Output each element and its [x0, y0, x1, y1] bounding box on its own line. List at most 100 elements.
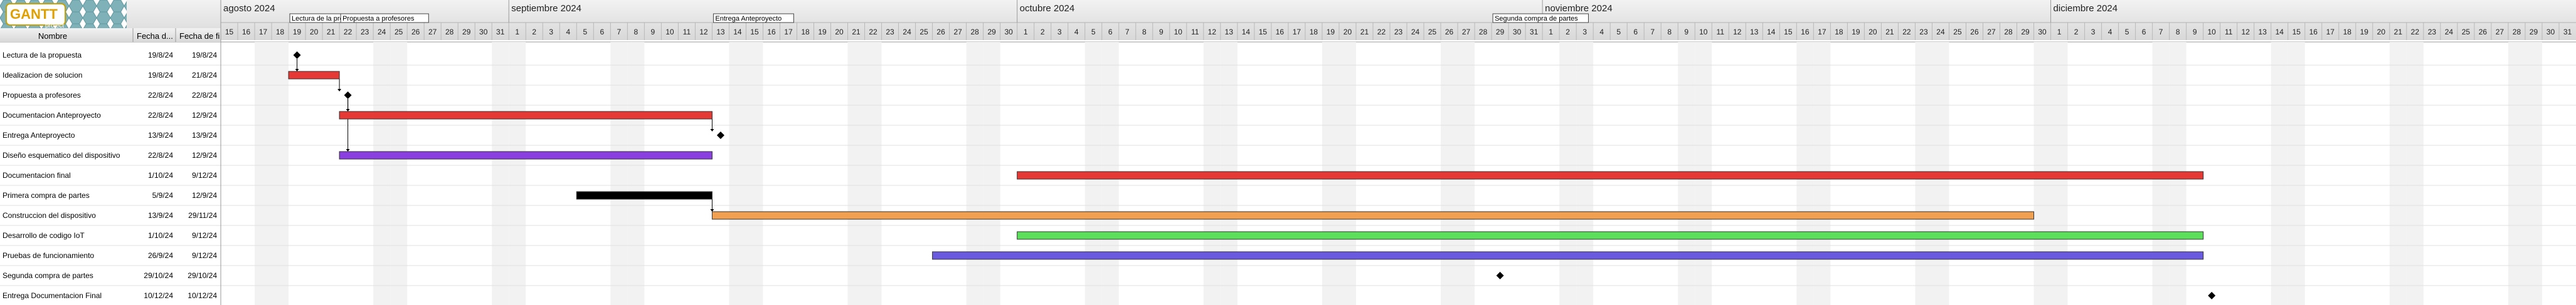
weekend-column [2287, 42, 2305, 305]
task-end-date[interactable]: 12/9/24 [192, 151, 217, 160]
task-start-date[interactable]: 22/8/24 [148, 111, 173, 120]
day-label: 29 [987, 28, 996, 36]
task-bar[interactable] [288, 71, 340, 80]
task-name[interactable]: Desarrollo de codigo IoT [3, 231, 85, 240]
day-label: 7 [1125, 28, 1130, 36]
task-bar[interactable] [339, 151, 713, 160]
day-label: 1 [1024, 28, 1028, 36]
task-bar[interactable] [711, 211, 2035, 220]
day-label: 11 [683, 28, 691, 36]
task-name[interactable]: Construccion del dispositivo [3, 211, 96, 220]
task-end-date[interactable]: 19/8/24 [192, 51, 217, 59]
day-label: 29 [1496, 28, 1505, 36]
weekend-column [610, 42, 628, 305]
task-start-date[interactable]: 13/9/24 [148, 211, 173, 220]
day-label: 10 [2208, 28, 2217, 36]
task-name[interactable]: Documentacion Anteproyecto [3, 111, 101, 120]
day-label: 1 [515, 28, 519, 36]
day-label: 10 [1174, 28, 1183, 36]
weekend-column [746, 42, 763, 305]
task-name[interactable]: Propuesta a profesores [3, 91, 81, 100]
day-label: 19 [1327, 28, 1335, 36]
task-start-date[interactable]: 13/9/24 [148, 131, 173, 140]
task-end-date[interactable]: 22/8/24 [192, 91, 217, 100]
task-end-date[interactable]: 12/9/24 [192, 111, 217, 120]
task-bar[interactable] [1017, 231, 2204, 240]
task-start-date[interactable]: 1/10/24 [148, 231, 173, 240]
milestone-header-box[interactable] [713, 13, 794, 23]
task-bar[interactable] [339, 111, 713, 120]
task-table: Lectura de la propuesta 19/8/24 19/8/24 Ide… [0, 51, 2576, 300]
task-name[interactable]: Primera compra de partes [3, 191, 90, 200]
day-label: 4 [1599, 28, 1604, 36]
day-label: 9 [1684, 28, 1688, 36]
task-start-date[interactable]: 10/12/24 [144, 291, 173, 300]
column-header-start[interactable]: Fecha d... [137, 31, 173, 41]
day-label: 21 [1885, 28, 1894, 36]
day-label: 23 [886, 28, 894, 36]
milestone-header-box[interactable] [340, 13, 429, 23]
day-label: 7 [1650, 28, 1655, 36]
task-end-date[interactable]: 29/11/24 [188, 211, 217, 220]
milestone-marker[interactable] [716, 132, 724, 139]
task-start-date[interactable]: 29/10/24 [144, 271, 173, 280]
task-end-date[interactable]: 13/9/24 [192, 131, 217, 140]
day-label: 21 [852, 28, 861, 36]
timeline-header: 15 16 17 18 19 20 21 22 23 24 25 26 27 28 29 30 31 1 2 3 4 5 6… [0, 0, 2576, 43]
task-start-date[interactable]: 26/9/24 [148, 251, 173, 260]
day-label: 26 [1970, 28, 1979, 36]
task-name[interactable]: Entrega Documentacion Final [3, 291, 102, 300]
day-label: 12 [1208, 28, 1217, 36]
day-label: 31 [1530, 28, 1539, 36]
day-label: 17 [784, 28, 793, 36]
milestone-marker[interactable] [2208, 292, 2216, 299]
day-label: 10 [1699, 28, 1708, 36]
task-name[interactable]: Lectura de la propuesta [3, 51, 82, 59]
task-name[interactable]: Entrega Anteproyecto [3, 131, 75, 140]
day-label: 19 [818, 28, 827, 36]
day-label: 14 [733, 28, 742, 36]
task-start-date[interactable]: 19/8/24 [148, 71, 173, 80]
day-label: 27 [1987, 28, 1996, 36]
task-bar[interactable] [576, 191, 713, 200]
milestone-header-label: Segunda compra de partes [1495, 15, 1578, 23]
task-bar[interactable] [932, 251, 2204, 260]
milestone-header-box[interactable] [1492, 13, 1589, 23]
task-end-date[interactable]: 21/8/24 [192, 71, 217, 80]
weekend-column [509, 42, 526, 305]
day-label: 25 [1953, 28, 1962, 36]
column-header-end[interactable]: Fecha de fi [179, 31, 220, 41]
task-name[interactable]: Pruebas de funcionamiento [3, 251, 94, 260]
task-name[interactable]: Idealizacion de solucion [3, 71, 82, 80]
task-start-date[interactable]: 22/8/24 [148, 91, 173, 100]
task-end-date[interactable]: 9/12/24 [192, 231, 217, 240]
milestone-marker[interactable] [1496, 272, 1504, 279]
task-end-date[interactable]: 12/9/24 [192, 191, 217, 200]
milestone-marker[interactable] [344, 91, 352, 99]
day-label: 25 [2462, 28, 2471, 36]
task-end-date[interactable]: 10/12/24 [188, 291, 217, 300]
column-header-name[interactable]: Nombre [38, 31, 67, 41]
task-name[interactable]: Diseño esquematico del dispositivo [3, 151, 120, 160]
milestone-marker[interactable] [293, 51, 301, 59]
dependency-arrow [346, 149, 350, 152]
day-label: 28 [445, 28, 454, 36]
task-end-date[interactable]: 9/12/24 [192, 171, 217, 180]
day-label: 3 [2091, 28, 2096, 36]
day-label: 12 [699, 28, 708, 36]
day-label: 30 [2547, 28, 2555, 36]
task-start-date[interactable]: 22/8/24 [148, 151, 173, 160]
task-end-date[interactable]: 29/10/24 [188, 271, 217, 280]
month-label: octubre 2024 [1020, 3, 1075, 14]
day-label: 12 [2242, 28, 2250, 36]
task-name[interactable]: Documentacion final [3, 171, 71, 180]
task-start-date[interactable]: 19/8/24 [148, 51, 173, 59]
task-start-date[interactable]: 5/9/24 [152, 191, 174, 200]
task-end-date[interactable]: 9/12/24 [192, 251, 217, 260]
task-start-date[interactable]: 1/10/24 [148, 171, 173, 180]
dependency-arrow [710, 129, 714, 132]
task-bar[interactable] [1017, 171, 2204, 180]
day-label: 22 [1377, 28, 1386, 36]
day-label: 18 [2343, 28, 2352, 36]
task-name[interactable]: Segunda compra de partes [3, 271, 93, 280]
